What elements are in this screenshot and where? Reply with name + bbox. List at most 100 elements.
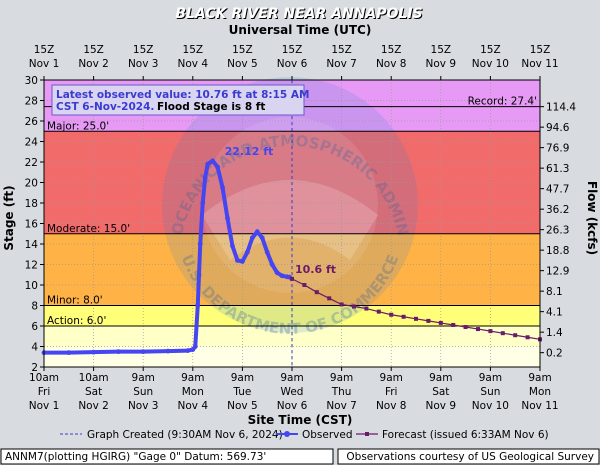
top-tick-time: 15Z bbox=[232, 44, 253, 56]
data-series: 22.12 ft 10.6 ft bbox=[41, 145, 542, 356]
observed-point bbox=[165, 348, 171, 354]
forecast-point bbox=[327, 296, 332, 301]
observed-point bbox=[230, 243, 235, 249]
y-tick-label: 24 bbox=[25, 137, 39, 149]
observed-point bbox=[244, 249, 250, 255]
legend-observed-label: Observed bbox=[302, 429, 353, 441]
observed-point bbox=[264, 249, 270, 255]
x-tick-time: 9am bbox=[380, 372, 403, 384]
top-tick-date: Nov 1 bbox=[29, 58, 60, 70]
observed-point bbox=[202, 174, 208, 180]
observed-point bbox=[225, 215, 230, 221]
footer-right-box bbox=[337, 448, 600, 465]
latest-observed-box: Latest observed value: 10.76 ft at 8:15 … bbox=[51, 84, 309, 116]
x-tick-day: Wed bbox=[281, 386, 304, 398]
x-tick-day: Tue bbox=[232, 386, 251, 398]
observed-point bbox=[215, 164, 221, 170]
forecast-point bbox=[376, 309, 381, 314]
observed-point bbox=[192, 344, 198, 349]
x-tick-time: 9am bbox=[330, 372, 353, 384]
y2-tick-label: 61.3 bbox=[546, 163, 569, 175]
info-line-1: Latest observed value: 10.76 ft at 8:15 … bbox=[56, 89, 309, 101]
x-tick-time: 9am bbox=[181, 372, 204, 384]
observed-point bbox=[249, 235, 255, 241]
threshold-lines: Record: 27.4' Major: 25.0' Moderate: 15.0'… bbox=[44, 96, 540, 327]
observed-point bbox=[274, 270, 280, 276]
observed-point bbox=[259, 235, 265, 241]
forecast-point bbox=[364, 306, 369, 311]
x-axis-title: Site Time (CST) bbox=[248, 413, 353, 427]
forecast-point bbox=[500, 331, 505, 336]
x-tick-date: Nov 10 bbox=[472, 400, 509, 412]
threshold-label-moderate: Moderate: 15.0' bbox=[47, 223, 130, 235]
y2-tick-label: 36.2 bbox=[546, 204, 569, 216]
x-tick-day: Fri bbox=[385, 386, 398, 398]
observed-point bbox=[240, 259, 245, 264]
forecast-point bbox=[339, 302, 344, 307]
info-line-2: CST 6-Nov-2024. bbox=[56, 101, 154, 113]
top-tick-time: 15Z bbox=[331, 44, 352, 56]
forecast-point bbox=[463, 325, 468, 330]
y2-tick-label: 0.2 bbox=[546, 348, 563, 360]
x-tick-time: 9am bbox=[280, 372, 303, 384]
y-tick-label: 20 bbox=[25, 178, 38, 190]
watermark-bird bbox=[202, 180, 378, 260]
x-tick-date: Nov 5 bbox=[227, 400, 258, 412]
top-tick-time: 15Z bbox=[183, 44, 204, 56]
x-tick-date: Nov 7 bbox=[326, 400, 357, 412]
top-tick-date: Nov 3 bbox=[128, 58, 159, 70]
top-tick-time: 15Z bbox=[431, 44, 452, 56]
y2-tick-label: 26.3 bbox=[546, 225, 569, 237]
observed-point bbox=[220, 185, 225, 191]
x-tick-day: Fri bbox=[38, 386, 51, 398]
x-tick-date: Nov 6 bbox=[277, 400, 308, 412]
observed-point bbox=[210, 158, 216, 164]
y2-axis-title: Flow (kcfs) bbox=[585, 181, 599, 255]
x-tick-day: Mon bbox=[182, 386, 204, 398]
top-tick-date: Nov 5 bbox=[227, 58, 258, 70]
chart-title-shadow: BLACK RIVER NEAR ANNAPOLIS bbox=[176, 7, 423, 23]
top-tick-time: 15Z bbox=[133, 44, 154, 56]
y-tick-label: 18 bbox=[25, 198, 38, 210]
observed-point bbox=[269, 262, 275, 267]
y-tick-label: 16 bbox=[25, 219, 39, 231]
observed-point bbox=[116, 349, 121, 355]
y-tick-label: 22 bbox=[25, 157, 38, 169]
annotation-label: 10.6 ft bbox=[295, 263, 336, 276]
forecast-point bbox=[488, 329, 493, 334]
top-tick-date: Nov 7 bbox=[326, 58, 357, 70]
threshold-label-record: Record: 27.4' bbox=[468, 96, 537, 108]
top-tick-time: 15Z bbox=[480, 44, 501, 56]
y2-tick-label: 8.1 bbox=[546, 286, 563, 298]
observed-point bbox=[205, 161, 211, 167]
threshold-label-major: Major: 25.0' bbox=[47, 120, 109, 132]
threshold-label-action: Action: 6.0' bbox=[47, 315, 106, 327]
top-tick-date: Nov 4 bbox=[178, 58, 209, 70]
x-tick-day: Thu bbox=[331, 386, 352, 398]
watermark-inner-disc bbox=[202, 117, 378, 293]
forecast-point bbox=[302, 283, 307, 287]
legend-created-label: Graph Created (9:30AM Nov 6, 2024) bbox=[87, 429, 283, 441]
x-tick-time: 9am bbox=[429, 372, 452, 384]
observed-point bbox=[140, 349, 146, 355]
forecast-point bbox=[513, 333, 518, 338]
x-tick-day: Sun bbox=[133, 386, 153, 398]
observed-point bbox=[185, 348, 191, 353]
forecast-point bbox=[314, 290, 319, 295]
x-tick-date: Nov 1 bbox=[29, 400, 60, 412]
legend-background bbox=[0, 426, 600, 444]
y2-tick-label: 1.4 bbox=[546, 327, 563, 339]
y2-tick-label: 4.1 bbox=[546, 307, 563, 319]
legend-forecast-label: Forecast (issued 6:33AM Nov 6) bbox=[382, 429, 549, 441]
x-tick-date: Nov 3 bbox=[128, 400, 159, 412]
x-tick-time: 9am bbox=[528, 372, 551, 384]
y-tick-label: 8 bbox=[31, 301, 38, 313]
y-tick-label: 6 bbox=[31, 321, 38, 333]
x-tick-time: 10am bbox=[79, 372, 109, 384]
forecast-point bbox=[476, 327, 480, 332]
forecast-point bbox=[525, 335, 530, 340]
x-tick-time: 9am bbox=[479, 372, 502, 384]
x-tick-day: Sat bbox=[432, 386, 449, 398]
y2-tick-label: 12.9 bbox=[546, 266, 569, 278]
observed-point bbox=[66, 350, 72, 356]
